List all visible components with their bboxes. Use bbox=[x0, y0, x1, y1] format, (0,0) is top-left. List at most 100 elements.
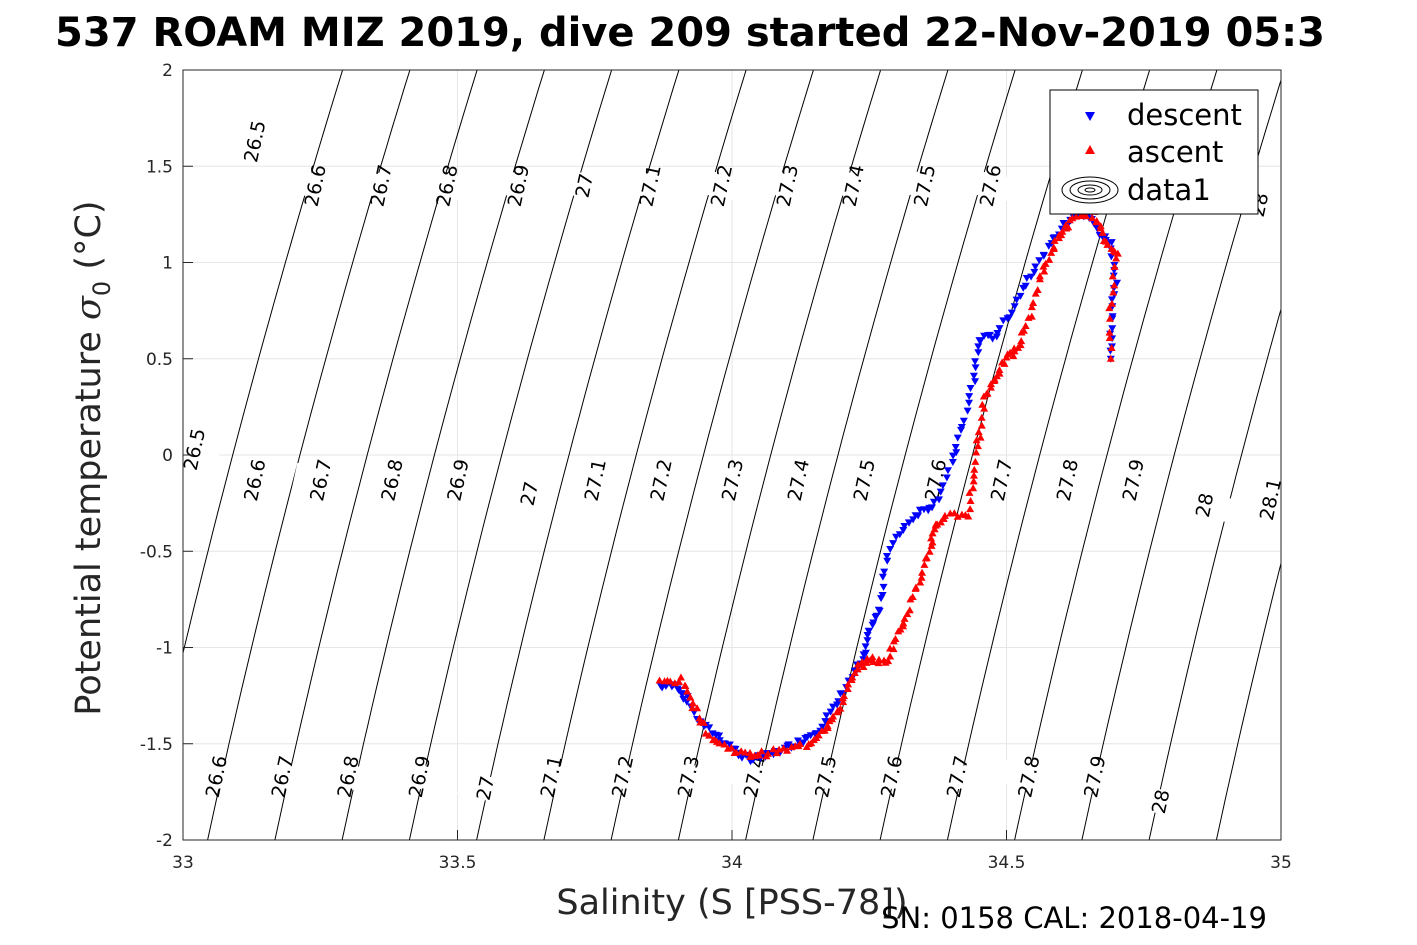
isopycnal-26.8 bbox=[341, 70, 545, 840]
ascent-point-8 bbox=[681, 681, 690, 689]
ascent-point-212 bbox=[1110, 262, 1119, 270]
ascent-point-216 bbox=[1107, 299, 1116, 307]
ascent-point-9 bbox=[683, 687, 692, 695]
ascent-point-211 bbox=[1112, 254, 1121, 262]
contour-label-bg bbox=[726, 759, 782, 794]
isopycnal-27.5 bbox=[812, 70, 1016, 840]
descent-point-139 bbox=[969, 372, 978, 380]
ascent-point-164 bbox=[1017, 337, 1026, 345]
ascent-point-46 bbox=[796, 740, 805, 748]
descent-point-166 bbox=[1035, 257, 1044, 265]
contour-label-labels_mid-5: 27 bbox=[517, 480, 544, 508]
ascent-point-206 bbox=[1103, 240, 1112, 248]
ascent-point-138 bbox=[976, 433, 985, 441]
ascent-point-11 bbox=[688, 699, 697, 707]
ascent-point-134 bbox=[971, 457, 980, 465]
ascent-point-99 bbox=[908, 593, 917, 601]
descent-point-98 bbox=[878, 591, 887, 599]
descent-point-114 bbox=[914, 512, 923, 520]
ascent-point-82 bbox=[874, 655, 883, 663]
ascent-point-183 bbox=[1050, 236, 1059, 244]
contour-label-bg bbox=[253, 759, 310, 794]
ascent-point-37 bbox=[763, 749, 772, 757]
contour-label-bg bbox=[758, 168, 815, 203]
descent-point-125 bbox=[943, 467, 952, 475]
ascent-point-153 bbox=[995, 366, 1004, 374]
ascent-point-112 bbox=[928, 529, 937, 537]
descent-point-68 bbox=[821, 718, 830, 726]
y-tick-label-6: 1 bbox=[162, 254, 173, 274]
y-tick-label-8: 2 bbox=[162, 61, 173, 81]
descent-point-134 bbox=[963, 407, 972, 415]
isopycnal-26.5 bbox=[183, 70, 344, 656]
ascent-point-133 bbox=[970, 465, 979, 473]
ascent-point-97 bbox=[905, 606, 914, 614]
ascent-point-173 bbox=[1033, 285, 1042, 293]
ascent-point-167 bbox=[1021, 322, 1030, 330]
contour-label-bg bbox=[797, 759, 854, 794]
ascent-point-182 bbox=[1049, 244, 1058, 252]
ascent-point-180 bbox=[1047, 248, 1056, 256]
ascent-point-196 bbox=[1082, 212, 1091, 220]
ascent-point-175 bbox=[1035, 272, 1044, 280]
axes: 33 33.5 34 34.5 35 -2 -1.5 -1 -0.5 0 0.5 1 1.5 2 bbox=[140, 61, 1292, 873]
contour-label-labels_bottom-14: 28 bbox=[1148, 788, 1175, 816]
serial-calibration-footer: SN: 0158 CAL: 2018-04-19 bbox=[881, 901, 1267, 935]
y-tick-label-4: 0 bbox=[162, 446, 173, 466]
ascent-point-217 bbox=[1105, 304, 1114, 312]
ascent-point-35 bbox=[757, 747, 766, 755]
chart-title: 537 ROAM MIZ 2019, dive 209 started 22-N… bbox=[55, 10, 1325, 56]
ascent-point-128 bbox=[966, 496, 975, 504]
ascent-point-221 bbox=[1107, 343, 1116, 351]
contour-label-bg bbox=[418, 168, 475, 203]
descent-point-69 bbox=[822, 712, 831, 720]
ascent-point-127 bbox=[966, 505, 975, 513]
ascent-point-170 bbox=[1027, 303, 1036, 311]
isopycnal-27.1 bbox=[543, 70, 747, 840]
descent-point-148 bbox=[985, 331, 994, 339]
ascent-point-38 bbox=[769, 745, 778, 753]
descent-point-111 bbox=[905, 519, 914, 527]
contour-label-bg bbox=[429, 462, 486, 498]
ascent-point-169 bbox=[1027, 312, 1036, 320]
isopycnal-27 bbox=[476, 70, 680, 840]
ascent-point-159 bbox=[1009, 352, 1018, 360]
ascent-point-29 bbox=[741, 748, 750, 756]
descent-point-135 bbox=[965, 399, 974, 407]
contour-label-bg bbox=[363, 462, 420, 498]
ascent-point-30 bbox=[746, 749, 755, 757]
ascent-point-139 bbox=[974, 428, 983, 436]
ascent-point-187 bbox=[1058, 227, 1067, 235]
contour-label-bg bbox=[1242, 482, 1298, 517]
y-tick-label-2: -1 bbox=[156, 639, 173, 659]
ascent-point-179 bbox=[1045, 255, 1054, 263]
descent-point-161 bbox=[1021, 282, 1030, 290]
contour-label-bg bbox=[500, 476, 557, 511]
descent-point-58 bbox=[794, 737, 803, 745]
ascent-point-200 bbox=[1092, 218, 1101, 226]
x-tick-label-1: 33.5 bbox=[439, 853, 477, 873]
contour-label-bg bbox=[896, 168, 953, 203]
y-tick-label-0: -2 bbox=[156, 831, 173, 851]
ascent-point-220 bbox=[1105, 333, 1114, 341]
ascent-point-18 bbox=[705, 731, 714, 739]
contour-label-bg bbox=[522, 759, 579, 794]
descent-point-123 bbox=[938, 482, 947, 490]
ascent-point-74 bbox=[859, 663, 868, 671]
descent-point-198 bbox=[1107, 239, 1116, 247]
descent-point-65 bbox=[811, 730, 820, 738]
x-tick-label-2: 34 bbox=[721, 853, 743, 873]
contour-label-bg bbox=[489, 168, 546, 203]
legend-box bbox=[1049, 89, 1259, 215]
ascent-point-102 bbox=[916, 578, 925, 586]
ascent-point-219 bbox=[1105, 328, 1114, 336]
y-tick-label-7: 1.5 bbox=[146, 157, 173, 177]
legend-data1-label: data1 bbox=[1127, 173, 1211, 207]
ascent-point-25 bbox=[727, 743, 736, 751]
ascent-point-166 bbox=[1019, 326, 1028, 334]
contour-label-bg bbox=[632, 462, 689, 498]
y-axis-label: Potential temperature σ0 (°C) bbox=[69, 200, 116, 715]
isopycnal-27.3 bbox=[677, 70, 882, 840]
descent-point-132 bbox=[957, 423, 966, 431]
ascent-point-56 bbox=[823, 721, 832, 729]
